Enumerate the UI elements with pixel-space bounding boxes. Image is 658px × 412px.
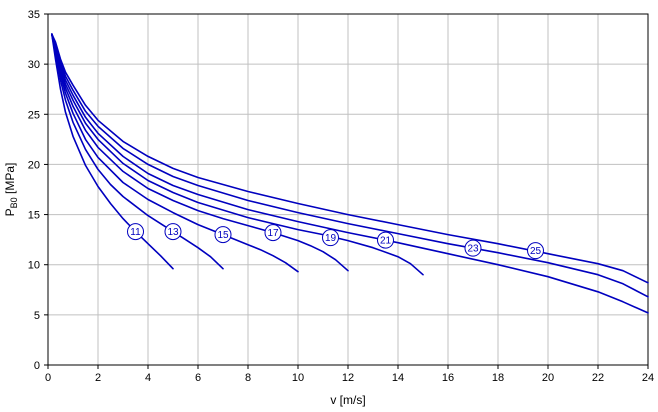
y-tick-label: 15 — [28, 210, 40, 222]
curve-label-circle-19 — [322, 229, 339, 247]
x-tick-label: 4 — [145, 372, 151, 384]
curve-label-19: 19 — [325, 233, 337, 244]
curve-21 — [51, 33, 649, 314]
y-axis-title: PB0 [MPa] — [3, 163, 19, 217]
y-tick-label: 5 — [34, 310, 40, 322]
curve-label-11: 11 — [130, 227, 141, 238]
curve-label-circle-15 — [214, 226, 232, 244]
x-tick-label: 12 — [342, 372, 354, 384]
y-tick-label: 35 — [28, 9, 40, 21]
x-tick-label: 2 — [95, 372, 101, 384]
y-tick-label: 20 — [28, 159, 40, 171]
curve-label-circle-11 — [127, 223, 144, 241]
curve-label-21: 21 — [380, 236, 392, 247]
x-tick-label: 6 — [195, 372, 201, 384]
x-tick-label: 10 — [292, 372, 304, 384]
curve-label-circle-25 — [527, 242, 544, 260]
curve-label-13: 13 — [167, 227, 179, 238]
x-tick-label: 0 — [45, 372, 51, 384]
curve-label-circle-17 — [264, 224, 282, 242]
curve-label-circle-13 — [164, 223, 182, 241]
x-tick-label: 22 — [592, 372, 604, 384]
x-tick-label: 18 — [492, 372, 504, 384]
curve-13 — [51, 33, 224, 270]
x-axis-title: v [m/s] — [330, 393, 365, 407]
y-tick-label: 0 — [34, 360, 40, 372]
x-tick-label: 20 — [542, 372, 554, 384]
curve-label-15: 15 — [217, 230, 229, 241]
curve-label-23: 23 — [467, 244, 479, 255]
y-tick-label: 30 — [28, 59, 40, 71]
curve-19 — [51, 33, 424, 276]
y-tick-label: 25 — [28, 109, 40, 121]
curve-label-25: 25 — [530, 246, 542, 257]
curve-label-circle-23 — [464, 239, 482, 257]
x-tick-label: 16 — [442, 372, 454, 384]
x-tick-label: 14 — [392, 372, 404, 384]
y-tick-label: 10 — [28, 260, 40, 272]
curve-23 — [51, 33, 649, 298]
curve-label-17: 17 — [267, 228, 279, 239]
curve-17 — [51, 33, 349, 272]
curve-15 — [51, 33, 299, 273]
x-tick-label: 8 — [245, 372, 251, 384]
curve-label-circle-21 — [377, 231, 394, 249]
curve-11 — [51, 33, 174, 270]
x-tick-label: 24 — [642, 372, 654, 384]
